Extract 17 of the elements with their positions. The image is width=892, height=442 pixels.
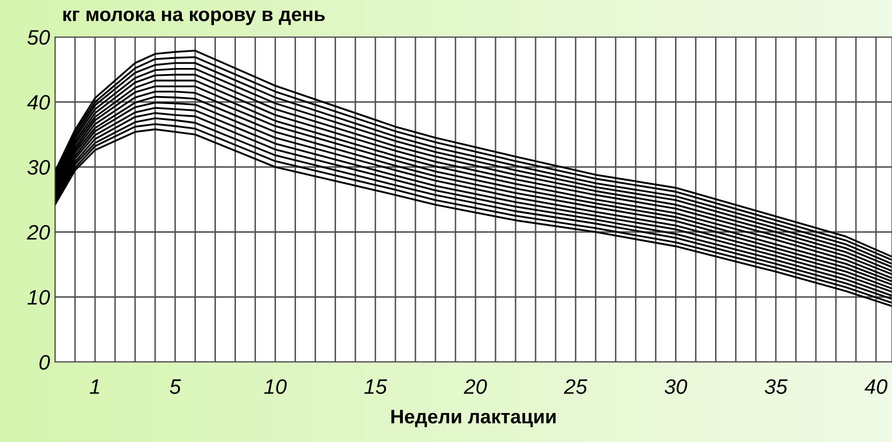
x-axis-title: Недели лактации — [391, 410, 556, 428]
x-tick-label: 35 — [764, 379, 788, 394]
chart-title: кг молока на корову в день — [63, 10, 325, 26]
x-tick-label: 25 — [564, 379, 588, 394]
x-tick-label: 1 — [90, 379, 100, 394]
y-tick-label: 20 — [26, 225, 50, 240]
x-tick-label: 5 — [170, 379, 181, 394]
y-tick-label: 30 — [27, 160, 50, 175]
x-tick-label: 15 — [364, 379, 388, 394]
y-tick-label: 40 — [27, 95, 50, 110]
x-tick-label: 20 — [464, 379, 487, 394]
y-tick-label: 50 — [27, 30, 50, 45]
x-tick-label: 30 — [664, 379, 688, 394]
y-tick-label: 10 — [28, 290, 50, 305]
x-tick-label: 40 — [864, 379, 888, 394]
y-tick-label: 0 — [39, 355, 50, 370]
x-tick-label: 10 — [264, 379, 287, 394]
